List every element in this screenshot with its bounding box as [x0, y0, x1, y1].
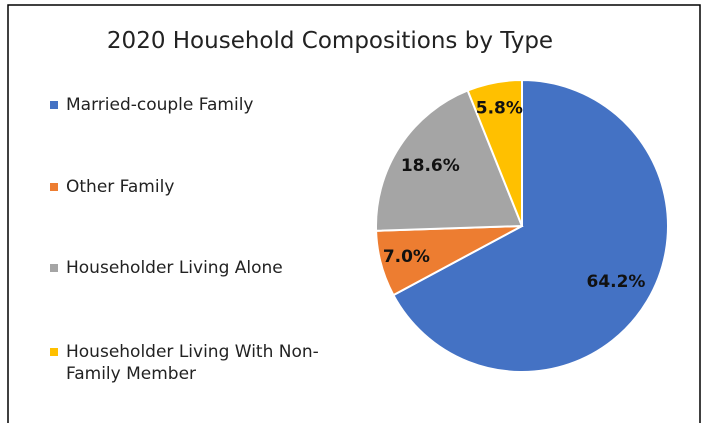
legend-label: Other Family — [66, 177, 175, 197]
legend-label: Married-couple Family — [66, 95, 254, 115]
legend-swatch — [50, 101, 58, 109]
legend-swatch — [50, 183, 58, 191]
legend-swatch — [50, 264, 58, 272]
data-label: 64.2% — [586, 272, 645, 292]
legend-swatch — [50, 348, 58, 356]
pie-slice — [466, 78, 523, 227]
pie-slice — [375, 89, 524, 232]
data-label: 7.0% — [383, 247, 430, 267]
data-label: 5.8% — [476, 98, 523, 118]
data-label: 18.6% — [401, 156, 460, 176]
legend-label: Householder Living Alone — [66, 258, 283, 278]
frame — [7, 4, 701, 423]
legend-item: Other Family — [50, 176, 366, 198]
chart-title: 2020 Household Compositions by Type — [106, 28, 554, 54]
legend-item: Householder Living Alone — [50, 257, 366, 279]
legend-item: Married-couple Family — [50, 94, 366, 116]
legend-label: Householder Living With Non-Family Membe… — [66, 342, 319, 384]
legend-item: Householder Living With Non-Family Membe… — [50, 341, 366, 385]
pie-slice — [392, 78, 669, 373]
